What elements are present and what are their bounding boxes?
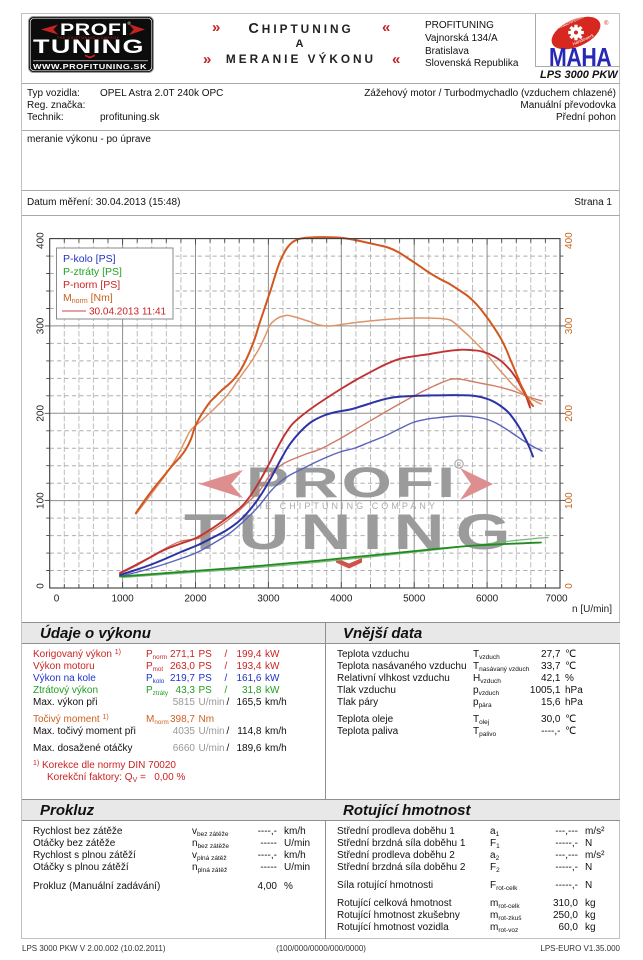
svg-text:200: 200 (564, 405, 575, 422)
svg-text:THE CHIPTUNING COMPANY: THE CHIPTUNING COMPANY (247, 501, 438, 511)
svg-text:0: 0 (564, 583, 575, 589)
svg-text:TUNING: TUNING (33, 36, 145, 57)
svg-text:P-ztráty [PS]: P-ztráty [PS] (63, 266, 122, 278)
svg-text:TUNING: TUNING (184, 504, 522, 560)
svg-text:400: 400 (564, 232, 575, 249)
svg-text:0: 0 (36, 583, 47, 589)
svg-text:®: ® (604, 20, 609, 27)
svg-text:®: ® (128, 20, 132, 26)
svg-text:7000: 7000 (545, 594, 568, 605)
svg-text:2000: 2000 (184, 594, 207, 605)
svg-text:THE CHIPTUNING COMPANY: THE CHIPTUNING COMPANY (57, 36, 120, 40)
svg-text:P-kolo [PS]: P-kolo [PS] (63, 253, 116, 265)
svg-text:1000: 1000 (111, 594, 134, 605)
svg-text:MAHA: MAHA (549, 43, 612, 66)
svg-text:n [U/min]: n [U/min] (572, 604, 612, 615)
svg-text:PROFI: PROFI (60, 21, 128, 39)
svg-text:30.04.2013 11:41: 30.04.2013 11:41 (89, 307, 167, 318)
svg-text:300: 300 (36, 317, 47, 334)
svg-text:4000: 4000 (330, 594, 353, 605)
svg-text:Mnorm [Nm]: Mnorm [Nm] (63, 292, 113, 305)
svg-text:3000: 3000 (257, 594, 280, 605)
svg-text:100: 100 (36, 492, 47, 509)
svg-text:300: 300 (564, 317, 575, 334)
svg-text:5000: 5000 (403, 594, 426, 605)
svg-text:0: 0 (54, 594, 60, 605)
svg-text:100: 100 (564, 492, 575, 509)
svg-text:R: R (457, 463, 462, 469)
svg-text:400: 400 (36, 232, 47, 249)
svg-text:6000: 6000 (476, 594, 499, 605)
svg-text:200: 200 (36, 405, 47, 422)
svg-text:P-norm [PS]: P-norm [PS] (63, 279, 120, 291)
svg-text:WWW.PROFITUNING.SK: WWW.PROFITUNING.SK (33, 62, 147, 70)
